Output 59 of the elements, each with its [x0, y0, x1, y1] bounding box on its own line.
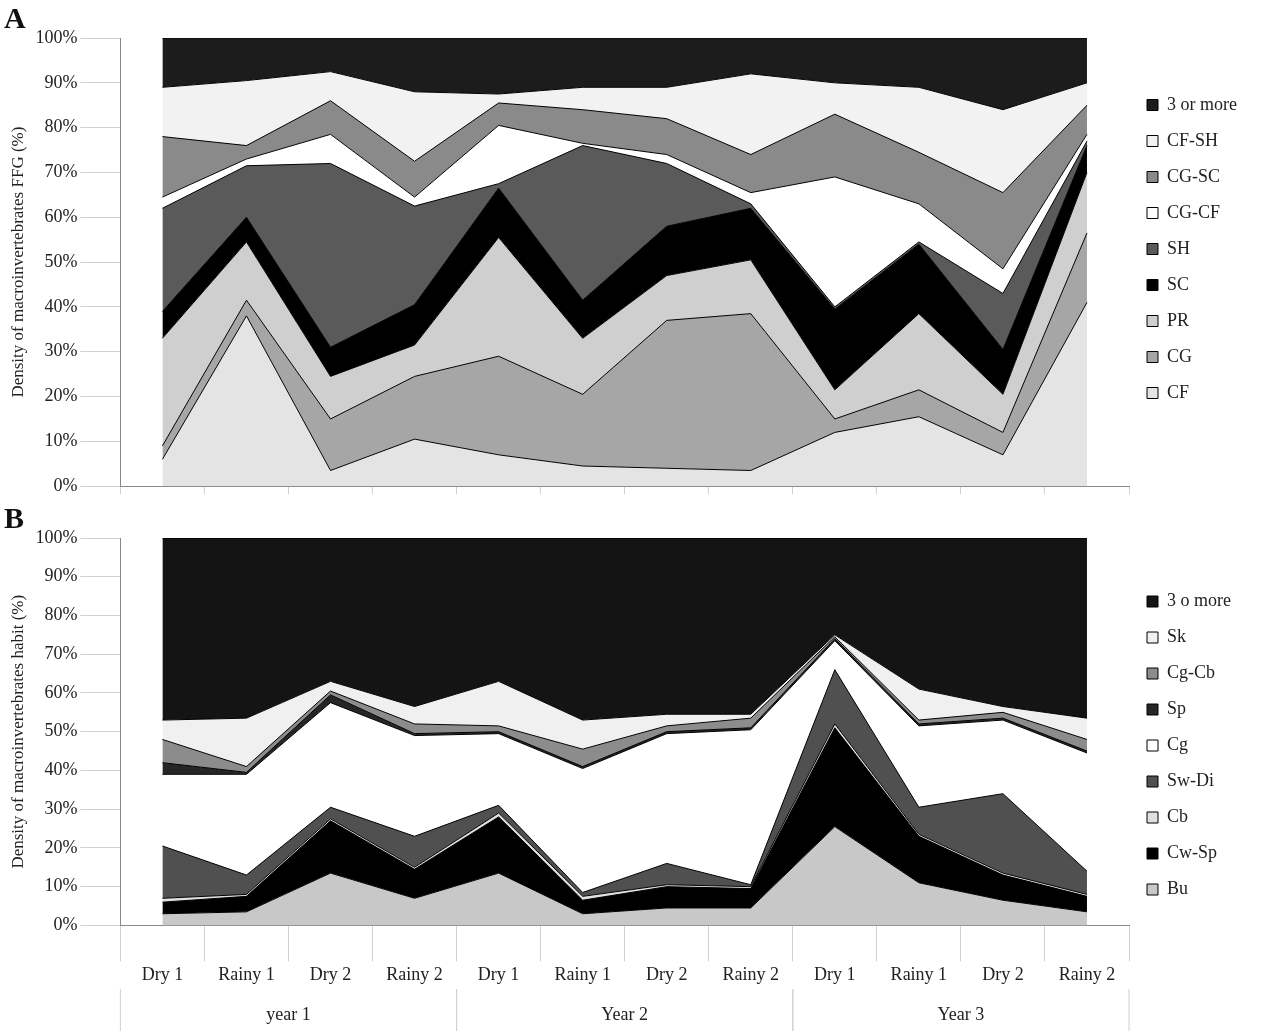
- y-tick-label: 50%: [44, 250, 78, 271]
- legend-label: 3 or more: [1167, 93, 1237, 114]
- legend-label: SH: [1167, 237, 1191, 258]
- legend-label: Cg-Cb: [1167, 662, 1216, 683]
- legend-label: Bu: [1167, 878, 1189, 899]
- y-tick-label: 80%: [44, 604, 78, 625]
- x-tick-label: Dry 1: [141, 963, 184, 984]
- legend-label: CF: [1167, 381, 1190, 402]
- legend-label: CG-CF: [1167, 201, 1221, 222]
- x-tick-label: Dry 2: [309, 963, 352, 984]
- x-tick-label: Dry 1: [814, 963, 856, 984]
- legend-label: 3 o more: [1167, 590, 1231, 611]
- y-tick-label: 70%: [44, 642, 78, 663]
- legend-label: CG: [1167, 345, 1193, 366]
- legend-label: Sp: [1167, 698, 1187, 719]
- y-tick-label: 60%: [44, 681, 78, 702]
- y-tick-label: 50%: [44, 720, 78, 741]
- x-tick-label: Rainy 1: [890, 963, 948, 984]
- x-tick-label: Rainy 1: [554, 963, 611, 984]
- y-tick-label: 100%: [35, 526, 78, 547]
- y-tick-label: 30%: [44, 797, 78, 818]
- y-tick-label: 70%: [44, 161, 78, 182]
- y-tick-label: 80%: [44, 116, 78, 137]
- legend-label: CF-SH: [1167, 129, 1219, 150]
- y-tick-label: 0%: [53, 914, 78, 935]
- legend-label: Cg: [1167, 734, 1189, 755]
- y-tick-label: 10%: [44, 430, 78, 451]
- x-tick-label: Dry 2: [982, 963, 1024, 984]
- legend-label: Cb: [1167, 806, 1189, 827]
- x-tick-label: Rainy 2: [386, 963, 443, 984]
- y-axis-title: Density of macroinvertebrates FFG (%): [7, 126, 27, 398]
- text: year 1: [266, 1003, 311, 1024]
- y-tick-label: 30%: [44, 340, 78, 361]
- chart-title: B: [4, 500, 25, 534]
- y-tick-label: 20%: [44, 385, 78, 406]
- y-tick-label: 0%: [53, 474, 78, 495]
- x-tick-label: Rainy 2: [1058, 963, 1116, 984]
- y-tick-label: 60%: [44, 206, 78, 227]
- y-tick-label: 40%: [44, 295, 78, 316]
- legend-label: SC: [1167, 273, 1190, 294]
- legend-label: Cw-Sp: [1167, 842, 1218, 863]
- y-tick-label: 90%: [44, 71, 78, 92]
- text: Year 3: [937, 1003, 985, 1024]
- x-tick-label: Dry 1: [477, 963, 520, 984]
- y-tick-label: 100%: [35, 26, 78, 47]
- y-tick-label: 20%: [44, 836, 78, 857]
- legend-label: Sk: [1167, 626, 1187, 647]
- chart-title: A: [4, 0, 26, 34]
- y-tick-label: 10%: [44, 875, 78, 896]
- y-tick-label: 90%: [44, 565, 78, 586]
- legend-label: PR: [1167, 309, 1190, 330]
- x-tick-label: Rainy 2: [722, 963, 780, 984]
- x-tick-label: Rainy 1: [218, 963, 275, 984]
- legend-label: CG-SC: [1167, 165, 1221, 186]
- y-axis-title: Density of macroinvertebrates habit (%): [7, 594, 27, 869]
- text: Year 2: [601, 1003, 649, 1024]
- y-tick-label: 40%: [44, 759, 78, 780]
- x-tick-label: Dry 2: [645, 963, 688, 984]
- legend-label: Sw-Di: [1167, 770, 1215, 791]
